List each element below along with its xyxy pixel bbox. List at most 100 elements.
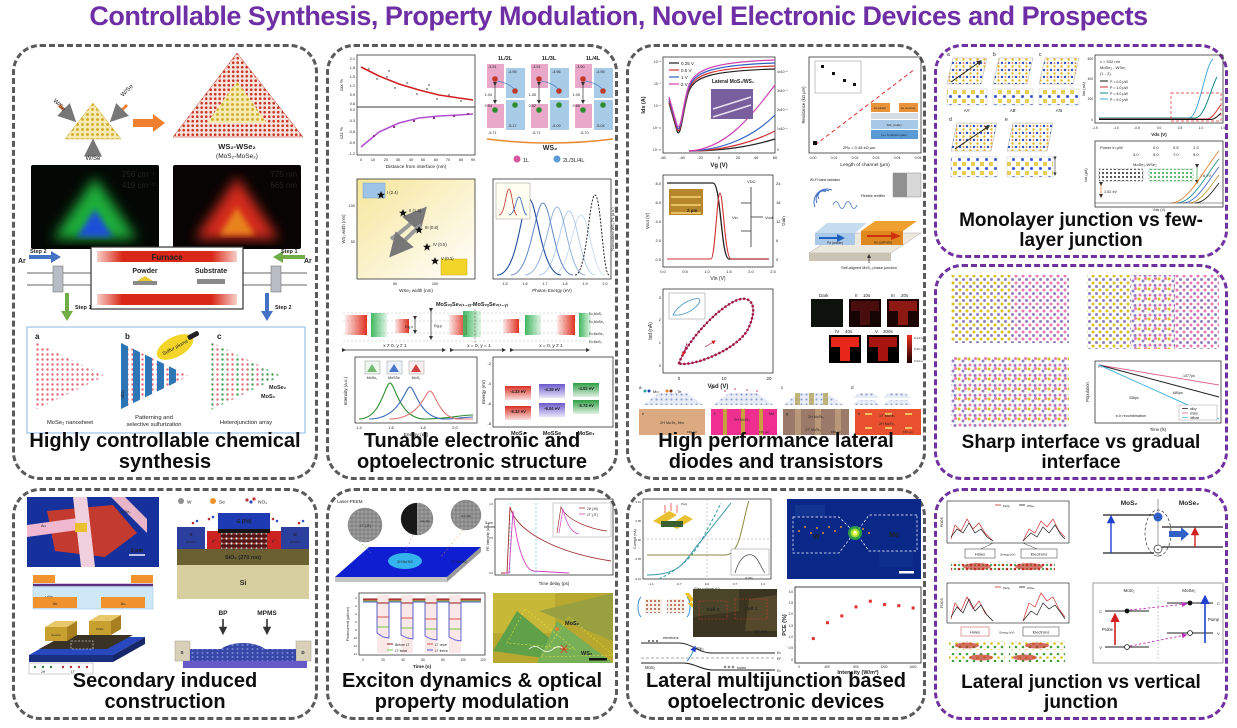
leg-025: 0.25 V [681, 61, 694, 66]
lt-h: h [858, 411, 860, 416]
circle2-label-2h: 2H (JH) [420, 519, 430, 523]
x2-tick: 0.02 [852, 156, 859, 160]
y1-tick: 10⁻⁹ [654, 104, 662, 108]
y1-tick: 10⁻¹³ [653, 148, 662, 152]
pplus-left: p⁺ [212, 538, 216, 543]
exx-tick: 1.2 [350, 84, 355, 88]
bp-mpms-arrows: BP MPMS [218, 610, 277, 636]
p1x-tick: -1.0 [1113, 126, 1119, 130]
hys-tick: 2 [659, 317, 662, 322]
anno-layers: (1 - 2) [1100, 71, 1111, 76]
p2-xlabel: Vds (V) [1153, 208, 1166, 212]
p1x-tick: -0.5 [1134, 126, 1140, 130]
x2-tick: 0.00 [810, 156, 817, 160]
source-label: Source [51, 633, 61, 637]
mote2-lattice-row: Mo : Te a b c d [639, 385, 911, 405]
tunable-figure: 2.1 1.8 1.5 1.2 0.9 0.6 0.0 -0.3 -0.6 -0… [339, 54, 615, 438]
sub-b-letter: b [125, 332, 130, 341]
probe-label: Probe [1102, 627, 1114, 632]
ws2-label: WS₂ [543, 145, 557, 152]
int-tick: 1.8 [420, 425, 426, 430]
alloy-pl-plot: MoSe₂ MoSSe MoS₂ 1.4 1.6 1.8 2.0 Energy (ev) … [343, 356, 478, 438]
pcx-tick: 40 [401, 658, 405, 662]
time-xlabel: Time (fs) [1150, 427, 1167, 432]
lt-b: b [711, 385, 714, 390]
panel-caption: High performance lateral diodes and tran… [658, 429, 894, 474]
lt-f: f [714, 411, 716, 416]
x2-tick: 0.03 [873, 156, 880, 160]
cbar-tick: 0.24 nA [914, 359, 923, 363]
x1-tick: 40 [754, 155, 759, 160]
rc-annotation: 2Rc = 0.48 kΩ μm [843, 145, 876, 150]
gradual-interface-lattice [1087, 275, 1219, 349]
bd-val: -5.71 [532, 131, 541, 135]
fewlayer-power-plot: Power in μW 0.0 0.5 1.3 3.0 5.0 7.0 9.0 MoSe₂-… [1084, 140, 1224, 212]
pleg-1: P = 1.0 μW [1110, 86, 1128, 90]
pl-tick: 1.9 [582, 282, 587, 286]
caption-b2: selective sulfurization [126, 422, 181, 428]
legend-multilayer: 2L/3L/4L [563, 158, 584, 164]
pl-tick: 1.7 [542, 282, 547, 286]
hysx-tick: 20 [766, 376, 772, 381]
exx-tick: 1.5 [350, 75, 355, 79]
step1-right-arrow-icon [273, 251, 305, 263]
au-label: Au [41, 524, 46, 528]
x1-tick: 0 [718, 155, 721, 160]
p1y-tick: 0 [1091, 118, 1093, 122]
v-right: V [1217, 631, 1220, 636]
band-value: -4.19 eV [544, 387, 560, 392]
img-f-label2: Mo [769, 412, 774, 416]
ar-left-label: Ar [18, 258, 26, 265]
panel-caption: Tunable electronic and optoelectronic st… [356, 429, 588, 474]
vg-xlabel: Vg (V) [710, 163, 727, 169]
band-value: -6.04 eV [544, 406, 560, 411]
ezz-tick: -1.2 [348, 152, 355, 156]
p1x-tick: -1.5 [1092, 126, 1098, 130]
cell-schematic: Cell 2 Cell 1 10 μm [637, 589, 777, 637]
pcx-tick: 60 [421, 658, 425, 662]
ev-gap-1: 1.6 eV [1200, 174, 1211, 178]
en-tick: -2 [487, 361, 491, 366]
star-icon [399, 209, 407, 217]
egx-label: Eg,x [405, 324, 413, 329]
pce-ytick: 2.0 [789, 612, 794, 616]
pump-label: Pump [1208, 617, 1220, 622]
pc-tick: -12 [353, 644, 357, 648]
pow-val: 3.0 [1133, 152, 1139, 157]
sharp-interface-figure: (c) 1077ps 680ps 336ps e-h recombination… [951, 275, 1222, 432]
pdos2-leg-mos2: MoS₂ [1003, 586, 1011, 590]
en-tick: -4 [487, 381, 491, 386]
d-tick: 70 [446, 158, 450, 162]
pce-ytick: 2.5 [789, 601, 794, 605]
x1-tick: -20 [697, 155, 704, 160]
scale-10um: 10 μm [754, 629, 767, 634]
region-label: x = 0, y ≠ 1 [539, 343, 563, 349]
int-ylabel: Intensity (a.u.) [343, 376, 348, 405]
raman-map-image: 256 cm⁻¹ 419 cm⁻¹ [31, 165, 159, 249]
te-legend: : Te [675, 389, 682, 394]
tau-alloy: 680ps [1173, 391, 1183, 395]
x2-tick: 0.01 [831, 156, 838, 160]
star-icon [423, 243, 431, 251]
bd-val: 1.05 [573, 93, 580, 97]
ev-label: Ev [777, 669, 781, 673]
step1-left-label: Step 1 [75, 305, 92, 311]
leg-1: 1 V [681, 75, 688, 80]
d2-label: D [301, 650, 305, 655]
pce-xtick: 400 [824, 665, 830, 669]
bd-val: -3.90 [576, 65, 585, 69]
2h-label: 2H [41, 670, 46, 674]
pce-ylabel: PCE (%) [782, 614, 788, 636]
hys-tick: 3 [659, 295, 662, 300]
bd-val: -5.04 [596, 124, 605, 128]
pe-tick: 0.0 [489, 571, 493, 575]
anno-wavelength: λ = 532 nm [1100, 59, 1121, 64]
s2-label: S [180, 650, 183, 655]
gate-label: G (Pd) [237, 519, 252, 525]
tri-label: MoS₂ [412, 376, 421, 380]
pc-tick: -8 [355, 628, 358, 632]
d-tick: 0 [360, 158, 362, 162]
pce-ytick: 1.0 [789, 635, 794, 639]
img-h-label1: 1T' MoTe₂ [879, 414, 896, 418]
